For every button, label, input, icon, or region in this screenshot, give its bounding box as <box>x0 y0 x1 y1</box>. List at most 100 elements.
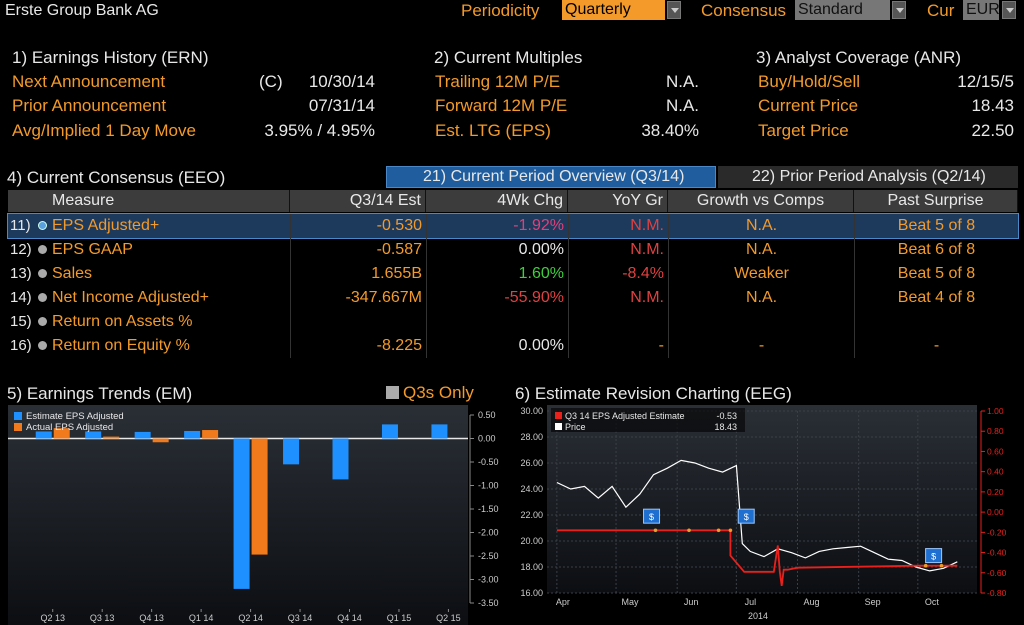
earnings-marker-icon[interactable] <box>643 508 661 524</box>
consensus-select[interactable]: Standard <box>795 0 890 20</box>
y-left-tick-label: 30.00 <box>520 406 543 416</box>
y-left-tick-label: 24.00 <box>520 484 543 494</box>
row-radio-icon[interactable] <box>38 221 47 230</box>
x-year-label: 2014 <box>748 611 768 621</box>
table-row[interactable]: 13) Sales 1.655B 1.60% -8.4% Weaker Beat 5 of … <box>8 262 1018 286</box>
x-tick-label: Aug <box>803 597 819 607</box>
row-measure[interactable]: Return on Equity % <box>52 337 190 354</box>
periodicity-select[interactable]: Quarterly <box>562 0 665 20</box>
col-4wk-chg[interactable]: 4Wk Chg <box>426 190 568 212</box>
bar-estimate[interactable] <box>431 424 448 439</box>
currency-value: EUR <box>966 1 1000 18</box>
earnings-marker-icon[interactable] <box>737 508 755 524</box>
earnings-trends-title[interactable]: 5) Earnings Trends (EM) <box>7 384 193 403</box>
earnings-marker-icon[interactable] <box>925 548 943 564</box>
periodicity-label: Periodicity <box>461 1 540 20</box>
bar-actual[interactable] <box>53 428 70 439</box>
row-measure[interactable]: Sales <box>52 265 93 282</box>
bar-actual[interactable] <box>103 436 120 439</box>
estimate-point <box>687 528 691 533</box>
x-tick-label: Apr <box>556 597 570 607</box>
consensus-table: Measure Q3/14 Est 4Wk Chg YoY Gr Growth … <box>7 190 1019 358</box>
bar-estimate[interactable] <box>381 424 398 439</box>
bar-estimate[interactable] <box>184 430 201 439</box>
bar-estimate[interactable] <box>283 438 300 465</box>
earnings-trends-chart[interactable]: 0.50 0.00 -0.50 -1.00 -1.50 -2.00 -2.50 -3.00 -3… <box>8 405 505 625</box>
tab-prior-period[interactable]: 22) Prior Period Analysis (Q2/14) <box>718 166 1018 188</box>
bar-actual[interactable] <box>152 438 169 443</box>
avg-move-label: Avg/Implied 1 Day Move <box>12 121 196 140</box>
col-estimate[interactable]: Q3/14 Est <box>290 190 426 212</box>
prior-announcement-value: 07/31/14 <box>308 96 375 115</box>
row-number: 13) <box>10 265 32 282</box>
q3s-only-checkbox[interactable] <box>386 386 399 399</box>
bar-actual[interactable] <box>251 438 268 555</box>
legend-swatch <box>555 423 562 430</box>
table-row[interactable]: 14) Net Income Adjusted+ -347.667M -55.90% N… <box>8 286 1018 310</box>
legend-price-label: Price <box>565 422 586 432</box>
table-row[interactable]: 15) Return on Assets % <box>8 310 1018 334</box>
col-measure[interactable]: Measure <box>8 190 290 212</box>
row-measure[interactable]: EPS Adjusted+ <box>52 217 160 234</box>
legend-swatch <box>555 412 562 419</box>
y-tick-label: -3.00 <box>478 575 499 585</box>
current-multiples-title: 2) Current Multiples <box>434 48 583 67</box>
legend-est-label: Q3 14 EPS Adjusted Estimate <box>565 411 685 421</box>
x-tick-label: Q2 15 <box>436 613 461 623</box>
table-body: 11) EPS Adjusted+ -0.530 -1.92% N.M. N.A. Beat… <box>7 213 1019 358</box>
bar-estimate[interactable] <box>233 438 250 589</box>
earnings-marker-label: $ <box>744 512 749 522</box>
currency-dropdown-icon[interactable] <box>1002 1 1016 19</box>
row-growth-comps <box>668 310 854 334</box>
row-number: 16) <box>10 337 32 354</box>
revision-chart[interactable]: 30.00 28.00 26.00 24.00 22.00 20.00 18.00 16.00… <box>513 405 1019 625</box>
q3s-only-label[interactable]: Q3s Only <box>403 383 474 402</box>
table-header: Measure Q3/14 Est 4Wk Chg YoY Gr Growth … <box>8 190 1018 212</box>
row-growth-comps: N.A. <box>668 286 854 310</box>
x-tick-label: Q3 14 <box>288 613 313 623</box>
y-right-tick-label: -0.40 <box>987 548 1007 558</box>
currency-select[interactable]: EUR <box>963 0 1000 20</box>
table-row[interactable]: 11) EPS Adjusted+ -0.530 -1.92% N.M. N.A. Beat… <box>7 213 1019 239</box>
tab-current-period[interactable]: 21) Current Period Overview (Q3/14) <box>386 166 716 188</box>
next-announcement-value: 10/30/14 <box>308 72 375 91</box>
legend-swatch <box>14 423 22 431</box>
target-price-label: Target Price <box>758 121 849 140</box>
bar-estimate[interactable] <box>35 431 52 439</box>
consensus-title[interactable]: 4) Current Consensus (EEO) <box>7 168 226 187</box>
col-growth-comps[interactable]: Growth vs Comps <box>668 190 854 212</box>
tab-current-period-label: 21) Current Period Overview (Q3/14) <box>423 168 685 185</box>
row-4wk-chg: -1.92% <box>426 214 568 238</box>
estimate-line[interactable] <box>556 529 958 587</box>
periodicity-dropdown-icon[interactable] <box>667 1 681 19</box>
col-yoy[interactable]: YoY Gr <box>568 190 668 212</box>
table-row[interactable]: 12) EPS GAAP -0.587 0.00% N.M. N.A. Beat 6 of … <box>8 238 1018 262</box>
analyst-coverage-panel: 3) Analyst Coverage (ANR) Buy/Hold/Sell … <box>756 48 1014 148</box>
row-radio-icon[interactable] <box>38 245 47 254</box>
earnings-history-title[interactable]: 1) Earnings History (ERN) <box>12 48 209 67</box>
row-measure[interactable]: EPS GAAP <box>52 241 133 258</box>
bar-actual[interactable] <box>202 430 219 439</box>
y-left-tick-label: 22.00 <box>520 510 543 520</box>
current-price-label: Current Price <box>758 96 859 115</box>
bar-estimate[interactable] <box>134 431 151 439</box>
row-measure[interactable]: Return on Assets % <box>52 313 193 330</box>
row-estimate: -0.530 <box>290 214 426 238</box>
bar-estimate[interactable] <box>332 438 349 480</box>
buy-hold-sell-label: Buy/Hold/Sell <box>758 72 861 91</box>
y-left-tick-label: 26.00 <box>520 458 543 468</box>
price-line[interactable] <box>556 459 958 572</box>
row-radio-icon[interactable] <box>38 317 47 326</box>
col-past-surprise[interactable]: Past Surprise <box>854 190 1018 212</box>
analyst-coverage-title[interactable]: 3) Analyst Coverage (ANR) <box>756 48 962 67</box>
row-radio-icon[interactable] <box>38 269 47 278</box>
bar-estimate[interactable] <box>85 431 102 439</box>
row-radio-icon[interactable] <box>38 341 47 350</box>
revision-chart-title[interactable]: 6) Estimate Revision Charting (EEG) <box>515 384 792 403</box>
row-yoy: N.M. <box>568 238 668 262</box>
table-row[interactable]: 16) Return on Equity % -8.225 0.00% - - - <box>8 334 1018 358</box>
row-radio-icon[interactable] <box>38 293 47 302</box>
row-measure[interactable]: Net Income Adjusted+ <box>52 289 209 306</box>
consensus-dropdown-icon[interactable] <box>892 1 906 19</box>
current-price-value: 18.43 <box>971 96 1014 115</box>
